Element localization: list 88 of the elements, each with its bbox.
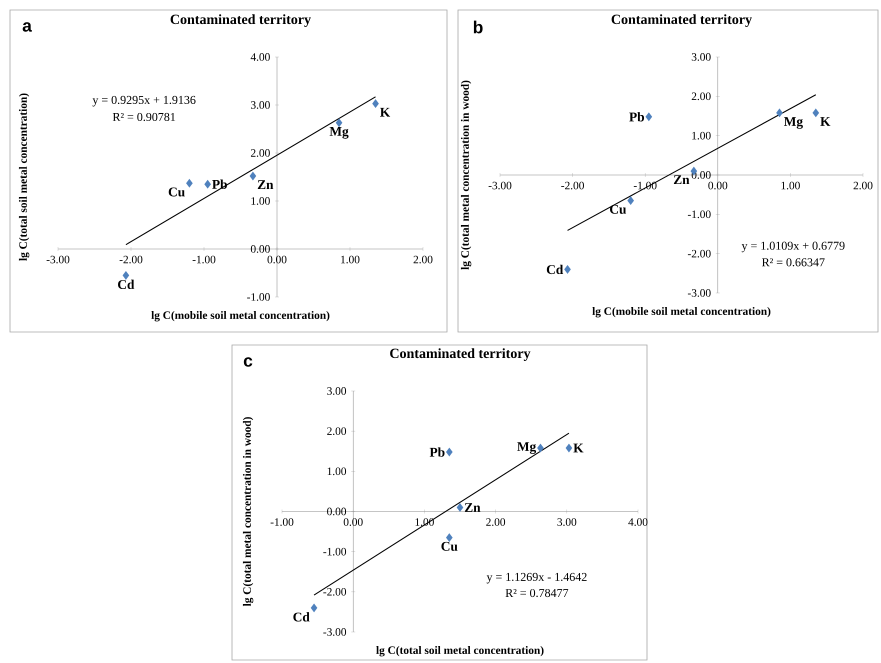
x-tick-label: -3.00 <box>488 182 512 190</box>
x-tick-label: 1.00 <box>341 256 360 264</box>
point <box>812 108 820 118</box>
y-tick-label: 4.00 <box>250 53 270 61</box>
annotation: Mg <box>784 117 803 129</box>
annotation: Mg <box>330 127 349 139</box>
annotation: Cu <box>610 204 626 214</box>
annotation: K <box>573 444 584 452</box>
y-tick-label: 0.00 <box>250 245 270 253</box>
annotation: R² = 0.78477 <box>506 588 568 598</box>
chart-title: Contaminated territory <box>170 14 311 27</box>
annotation: Zn <box>464 503 480 512</box>
y-axis-title: lg C(total metal concentration in wood) <box>460 80 472 270</box>
annotation: y = 0.9295x + 1.9136 <box>92 96 196 106</box>
x-axis-title: lg C(mobile soil metal concentration) <box>592 307 770 318</box>
x-axis-title: lg C(total soil metal concentration) <box>376 646 544 656</box>
y-axis-title: lg C(total metal concentration in wood) <box>242 417 254 606</box>
y-axis-title: lg C(total soil metal concentration) <box>18 93 30 261</box>
annotation: Cu <box>168 188 185 197</box>
y-tick-label: 2.00 <box>692 92 711 100</box>
point <box>537 444 544 452</box>
point <box>456 503 464 512</box>
y-tick-label: 0.00 <box>327 508 346 516</box>
annotation: Cu <box>441 542 458 551</box>
annotation: Pb <box>430 447 445 457</box>
point <box>336 118 342 128</box>
point <box>122 271 130 280</box>
x-tick-label: -2.00 <box>120 256 142 264</box>
annotation: Pb <box>212 180 227 189</box>
chart-title: Contaminated territory <box>390 348 530 361</box>
annotation: y = 1.1269x - 1.4642 <box>486 572 587 584</box>
y-tick-label: 1.00 <box>328 467 346 476</box>
annotation: Mg <box>517 442 536 454</box>
x-tick-label: 3.00 <box>557 518 576 526</box>
annotation: Cd <box>293 612 310 622</box>
y-tick-label: 3.00 <box>251 101 270 109</box>
point <box>446 448 453 456</box>
y-tick-label: 3.00 <box>327 387 346 395</box>
x-tick-label: 4.00 <box>628 518 648 526</box>
x-tick-label: 1.00 <box>781 182 800 190</box>
y-tick-label: -3.00 <box>688 289 711 297</box>
x-tick-label: -1.00 <box>270 518 294 526</box>
point <box>250 172 256 180</box>
point <box>566 444 572 452</box>
y-tick-label: -1.00 <box>323 548 346 556</box>
annotation: y = 1.0109x + 0.6779 <box>742 242 845 252</box>
y-tick-label: 1.00 <box>692 132 711 140</box>
annotation: Pb <box>629 112 644 122</box>
x-tick-label: 0.00 <box>344 518 363 526</box>
point <box>776 108 783 118</box>
x-axis-title: lg C(mobile soil metal concentration) <box>151 311 330 322</box>
chart-title: Contaminated territory <box>612 14 752 27</box>
y-tick-label: -2.00 <box>688 250 711 258</box>
annotation: Zn <box>674 175 690 184</box>
y-tick-label: 2.00 <box>250 149 270 157</box>
point <box>646 112 652 122</box>
text: c <box>244 357 252 367</box>
annotation: Cd <box>118 280 134 290</box>
point <box>564 265 571 274</box>
y-tick-label: -3.00 <box>323 628 346 636</box>
x-tick-label: 0.00 <box>268 256 286 264</box>
point <box>372 99 379 108</box>
y-tick-label: 1.00 <box>251 197 270 205</box>
annotation: R² = 0.66347 <box>762 258 825 266</box>
annotation: R² = 0.90781 <box>112 112 176 122</box>
y-tick-label: -2.00 <box>323 588 346 596</box>
y-tick-label: -1.00 <box>247 293 270 301</box>
y-tick-label: 3.00 <box>692 53 711 61</box>
x-tick-label: 2.00 <box>854 182 872 190</box>
x-tick-label: -3.00 <box>46 256 70 264</box>
annotation: Cd <box>546 264 564 274</box>
point <box>204 180 211 188</box>
point <box>186 178 193 188</box>
text: b <box>474 20 483 34</box>
x-tick-label: 0.00 <box>708 182 728 190</box>
x-tick-label: 2.00 <box>414 256 432 264</box>
x-tick-label: -1.00 <box>192 256 216 264</box>
x-tick-label: -2.00 <box>561 182 584 190</box>
annotation: K <box>820 117 830 126</box>
y-tick-label: -1.00 <box>688 210 711 218</box>
x-tick-label: 2.00 <box>486 518 506 526</box>
text: a <box>22 22 32 32</box>
y-tick-label: 2.00 <box>327 427 346 436</box>
annotation: K <box>380 108 390 117</box>
point <box>446 533 453 542</box>
point <box>310 604 318 612</box>
annotation: Zn <box>258 180 274 190</box>
point <box>627 196 634 205</box>
